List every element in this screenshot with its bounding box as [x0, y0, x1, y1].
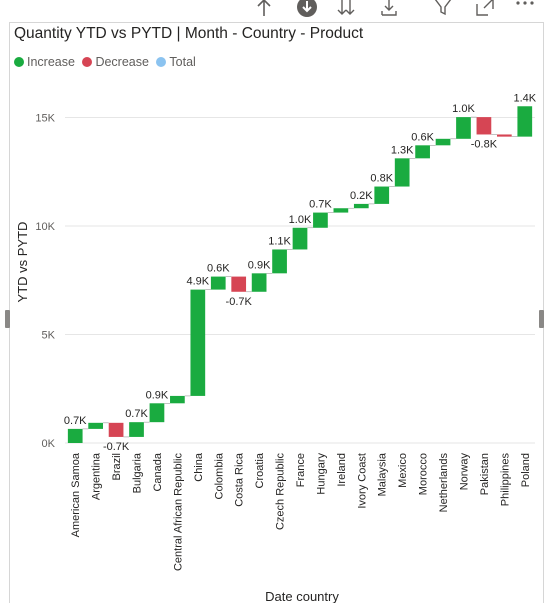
x-tick-label: Colombia — [213, 452, 225, 499]
bar-norway[interactable] — [456, 117, 471, 139]
x-tick-label: Brazil — [111, 453, 123, 481]
x-tick-label: American Samoa — [70, 452, 82, 537]
bar-argentina[interactable] — [88, 422, 104, 429]
data-label: -0.8K — [471, 138, 498, 150]
focus-mode-icon[interactable] — [474, 0, 496, 18]
resize-handle-left[interactable] — [5, 310, 10, 328]
expand-next-level-icon[interactable] — [378, 0, 400, 18]
x-tick-label: Bulgaria — [132, 452, 144, 493]
bar-ivory-coast[interactable] — [353, 203, 369, 209]
x-tick-label: Poland — [520, 453, 532, 487]
legend-label-increase: Increase — [27, 55, 75, 69]
data-label: 0.7K — [64, 415, 87, 427]
data-label: 1.4K — [513, 92, 536, 104]
data-label: 0.9K — [248, 259, 271, 271]
bar-netherlands[interactable] — [435, 138, 451, 146]
x-tick-label: France — [295, 453, 307, 487]
x-tick-label: Philippines — [499, 453, 511, 507]
bar-central-african-republic[interactable] — [170, 395, 185, 404]
bar-brazil[interactable] — [108, 422, 124, 437]
x-tick-label: Ireland — [336, 453, 348, 487]
x-tick-label: China — [193, 452, 205, 482]
x-axis: American Samoa Argentina Brazil Bulgaria Can… — [70, 452, 532, 571]
visual-header-toolbar — [246, 0, 557, 20]
y-tick-label: 5K — [42, 330, 56, 342]
x-tick-label: Croatia — [254, 452, 266, 488]
legend-item-decrease[interactable]: Decrease — [82, 55, 149, 69]
connectors — [82, 116, 518, 438]
bar-american-samoa[interactable] — [67, 428, 83, 443]
x-tick-label: Pakistan — [479, 453, 491, 495]
x-tick-label: Mexico — [397, 453, 409, 488]
y-axis: 0K 5K 10K 15K — [35, 113, 55, 450]
filter-icon[interactable] — [432, 0, 454, 18]
x-tick-label: Hungary — [315, 453, 327, 495]
data-label: 0.9K — [146, 389, 169, 401]
x-tick-label: Czech Republic — [275, 453, 287, 531]
bar-hungary[interactable] — [313, 212, 328, 228]
data-label: -0.7K — [103, 441, 130, 453]
data-label: 1.3K — [391, 144, 414, 156]
data-label: 0.8K — [370, 173, 393, 185]
bar-china[interactable] — [190, 289, 206, 396]
y-tick-label: 15K — [35, 113, 55, 125]
bar-pakistan[interactable] — [476, 117, 492, 135]
resize-handle-right[interactable] — [539, 310, 544, 328]
data-label: 1.0K — [289, 214, 312, 226]
data-label: 4.9K — [187, 276, 210, 288]
bar-philippines[interactable] — [496, 134, 512, 137]
data-label: 0.7K — [125, 408, 148, 420]
legend-marker-increase — [14, 57, 24, 67]
expand-all-icon[interactable] — [335, 0, 357, 18]
data-labels: 0.7K-0.7K0.7K0.9K4.9K0.6K-0.7K0.9K1.1K1.… — [64, 92, 537, 453]
data-label: 1.1K — [268, 235, 291, 247]
data-label: -0.7K — [226, 296, 253, 308]
bar-bulgaria[interactable] — [129, 422, 144, 437]
more-options-icon[interactable] — [514, 0, 536, 18]
legend-item-increase[interactable]: Increase — [14, 55, 75, 69]
bar-costa-rica[interactable] — [231, 276, 247, 292]
bar-croatia[interactable] — [251, 273, 267, 292]
data-label: 0.7K — [309, 199, 332, 211]
legend-label-decrease: Decrease — [95, 55, 149, 69]
data-label: 1.0K — [452, 103, 475, 115]
x-axis-title: Date country — [265, 589, 339, 603]
drill-up-icon[interactable] — [253, 0, 275, 18]
x-tick-label: Norway — [458, 453, 470, 491]
x-tick-label: Central African Republic — [172, 453, 184, 572]
legend-item-total[interactable]: Total — [156, 55, 196, 69]
y-tick-label: 10K — [35, 221, 55, 233]
legend-label-total: Total — [169, 55, 196, 69]
y-axis-title: YTD vs PYTD — [15, 222, 30, 303]
x-tick-label: Ivory Coast — [356, 453, 368, 509]
x-tick-label: Costa Rica — [234, 452, 246, 507]
bar-colombia[interactable] — [210, 276, 226, 290]
bar-czech-republic[interactable] — [272, 249, 287, 274]
drill-down-icon[interactable] — [296, 0, 318, 18]
visual-title: Quantity YTD vs PYTD | Month - Country -… — [14, 25, 364, 42]
chart-legend: Increase Decrease Total — [14, 55, 200, 71]
y-tick-label: 0K — [42, 438, 56, 450]
data-label: 0.6K — [207, 263, 230, 275]
bar-poland[interactable] — [517, 106, 533, 137]
x-tick-label: Malaysia — [377, 452, 389, 496]
x-tick-label: Argentina — [91, 452, 103, 500]
bar-canada[interactable] — [149, 403, 165, 423]
x-tick-label: Canada — [152, 452, 164, 491]
bar-morocco[interactable] — [415, 145, 430, 159]
legend-marker-total — [156, 57, 167, 67]
bar-france[interactable] — [292, 227, 308, 250]
bars — [67, 106, 533, 443]
x-tick-label: Netherlands — [438, 453, 450, 513]
bar-ireland[interactable] — [333, 208, 349, 213]
bar-malaysia[interactable] — [374, 186, 390, 204]
data-label: 0.6K — [411, 131, 434, 143]
x-tick-label: Morocco — [418, 453, 430, 495]
data-label: 0.2K — [350, 190, 373, 202]
legend-marker-decrease — [82, 57, 93, 67]
bar-mexico[interactable] — [394, 158, 410, 187]
gridlines — [65, 117, 535, 444]
